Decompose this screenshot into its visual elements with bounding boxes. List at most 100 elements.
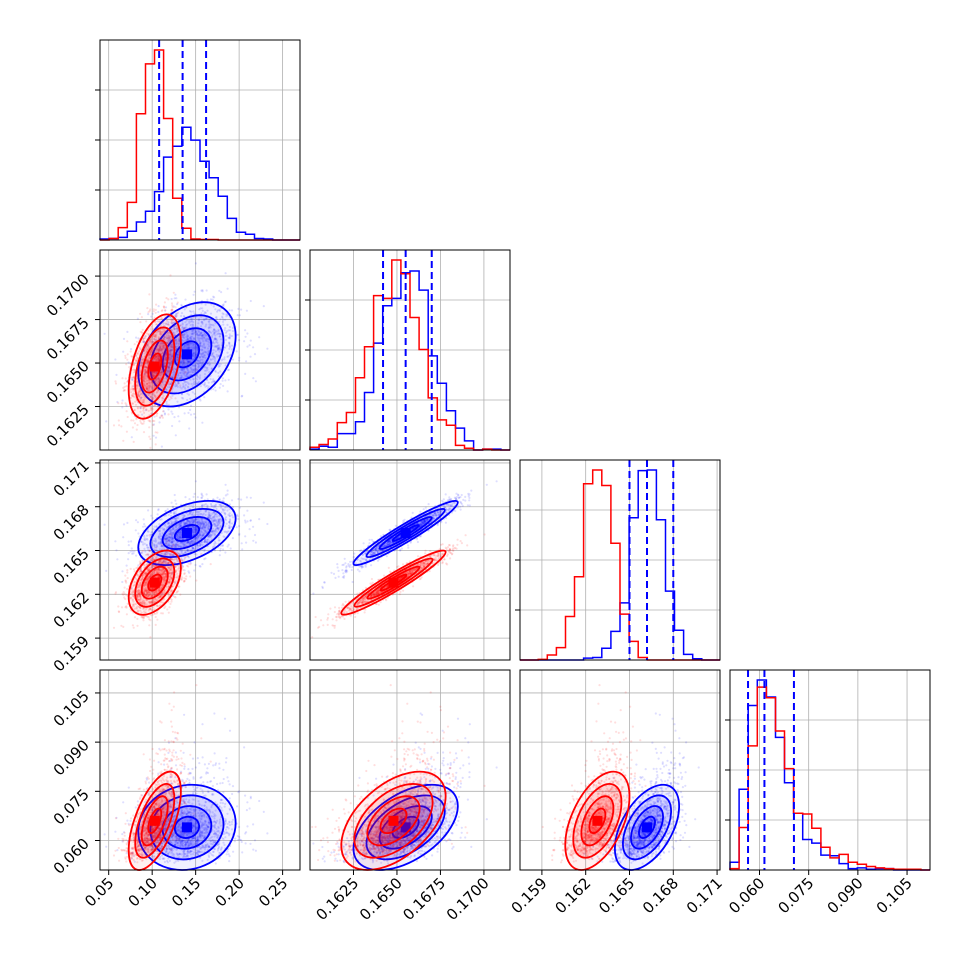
sample-point xyxy=(167,611,170,614)
sample-point xyxy=(157,508,160,511)
sample-point xyxy=(172,291,175,294)
sample-point xyxy=(194,480,197,483)
sample-point xyxy=(131,550,134,553)
sample-point xyxy=(226,390,229,393)
sample-point xyxy=(238,356,241,359)
sample-point xyxy=(147,509,150,512)
sample-point xyxy=(193,392,196,395)
sample-point xyxy=(193,569,196,572)
sample-point xyxy=(199,565,202,568)
sample-point xyxy=(125,564,128,567)
sample-point xyxy=(122,536,125,539)
sample-point xyxy=(201,334,204,337)
sample-point xyxy=(136,423,139,427)
sample-point xyxy=(244,329,247,332)
sample-point xyxy=(151,419,155,422)
sample-point xyxy=(212,498,215,501)
sample-point xyxy=(249,339,252,342)
panel-3-0 xyxy=(100,670,300,870)
sample-point xyxy=(248,528,251,531)
sample-point xyxy=(246,332,249,335)
sample-point xyxy=(150,395,153,399)
sample-point xyxy=(224,338,228,341)
sample-point xyxy=(204,557,207,560)
sample-point xyxy=(249,299,252,303)
sample-point xyxy=(238,506,241,509)
sample-point xyxy=(162,410,165,413)
sample-point xyxy=(246,509,249,512)
sample-point xyxy=(218,289,221,292)
sample-point xyxy=(137,532,140,535)
sample-point xyxy=(132,568,136,571)
sample-point xyxy=(126,521,129,525)
sample-point xyxy=(245,541,248,544)
sample-point xyxy=(130,348,133,351)
sample-point xyxy=(213,328,216,331)
sample-point xyxy=(230,344,234,347)
sample-point xyxy=(201,349,204,352)
sample-point xyxy=(221,304,224,307)
sample-point xyxy=(218,498,221,501)
sample-point xyxy=(127,540,130,543)
sample-point xyxy=(240,542,243,545)
sample-point xyxy=(150,514,153,517)
sample-point xyxy=(240,498,243,501)
panel-2-1 xyxy=(310,460,510,660)
sample-point xyxy=(244,519,247,522)
sample-point xyxy=(147,313,150,316)
sample-point xyxy=(218,554,221,557)
sample-point xyxy=(171,505,174,508)
sample-point xyxy=(125,363,128,366)
sample-point xyxy=(126,358,129,361)
sample-point xyxy=(200,496,203,499)
sample-point xyxy=(189,342,192,345)
sample-point xyxy=(189,335,192,338)
sample-point xyxy=(240,395,243,398)
sample-point xyxy=(122,439,125,442)
sample-point xyxy=(212,388,215,391)
sample-point xyxy=(249,355,252,358)
sample-point xyxy=(235,350,238,353)
sample-point xyxy=(194,262,197,265)
sample-point xyxy=(121,399,124,402)
sample-point xyxy=(193,290,196,293)
sample-point xyxy=(154,308,157,311)
sample-point xyxy=(140,331,143,334)
sample-point xyxy=(237,497,240,501)
sample-point xyxy=(258,336,261,339)
sample-point xyxy=(252,539,255,542)
sample-point xyxy=(124,354,127,357)
sample-point xyxy=(171,306,174,309)
panel-3-1 xyxy=(310,670,510,870)
sample-point xyxy=(211,323,214,326)
sample-point xyxy=(121,406,124,409)
sample-point xyxy=(188,342,191,345)
sample-point xyxy=(176,301,179,304)
sample-point xyxy=(192,352,195,355)
sample-point xyxy=(166,508,169,511)
sample-point xyxy=(252,377,255,380)
sample-point xyxy=(206,362,209,365)
sample-point xyxy=(193,492,196,495)
sample-point xyxy=(222,318,225,321)
sample-point xyxy=(167,413,170,416)
sample-point xyxy=(170,501,173,504)
sample-point xyxy=(142,525,145,528)
sample-point xyxy=(143,420,146,423)
sample-point xyxy=(262,305,265,308)
sample-point xyxy=(218,386,221,389)
sample-point xyxy=(170,302,174,305)
sample-point xyxy=(221,379,224,382)
sample-point xyxy=(117,610,120,613)
sample-point xyxy=(103,332,106,335)
sample-point xyxy=(142,518,145,521)
sample-point xyxy=(105,420,108,423)
sample-point xyxy=(266,522,269,526)
sample-point xyxy=(126,330,129,333)
sample-point xyxy=(238,525,241,528)
sample-point xyxy=(159,416,162,419)
sample-point xyxy=(126,571,129,574)
sample-point xyxy=(248,344,251,347)
sample-point xyxy=(211,298,214,301)
